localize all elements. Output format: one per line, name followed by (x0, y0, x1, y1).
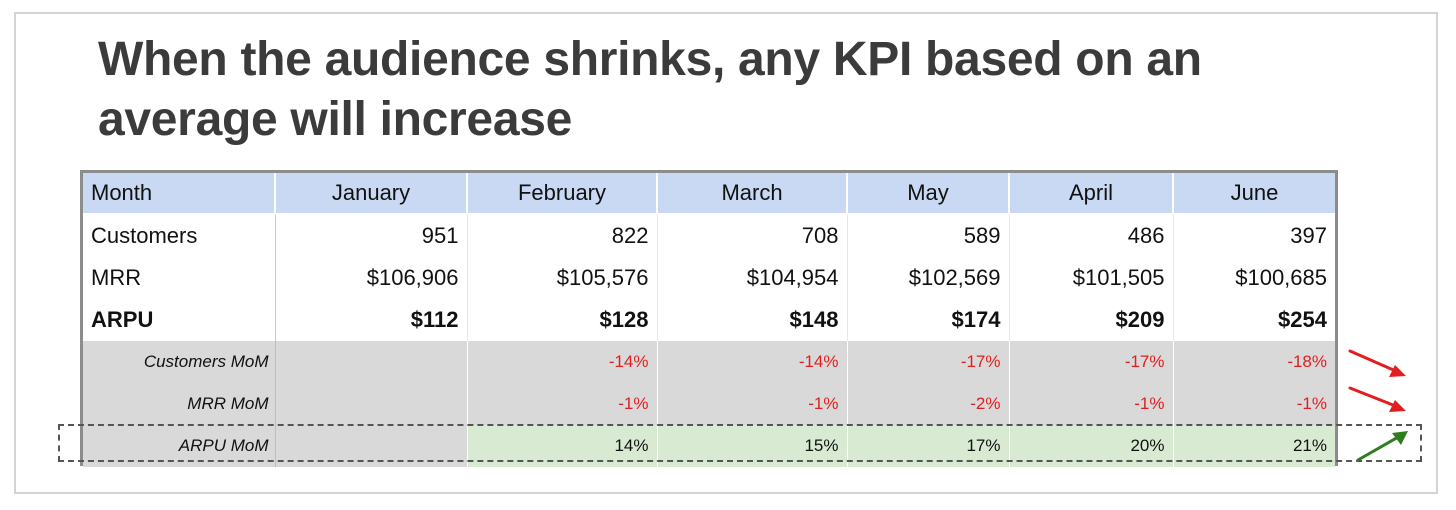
table-cell: $101,505 (1009, 257, 1174, 299)
kpi-table-container: Month January February March May April J… (80, 170, 1338, 467)
table-header-row: Month January February March May April J… (83, 173, 1335, 215)
table-cell: $102,569 (847, 257, 1010, 299)
column-header-april: April (1009, 173, 1174, 215)
green-up-arrow-icon (1356, 431, 1408, 462)
table-cell: 17% (847, 425, 1010, 467)
table-cell: -2% (847, 383, 1010, 425)
row-label: Customers MoM (83, 341, 276, 383)
table-cell: 589 (847, 214, 1010, 257)
table-cell: $104,954 (657, 257, 848, 299)
table-cell: 15% (657, 425, 848, 467)
row-label: Customers (83, 214, 276, 257)
column-header-june: June (1173, 173, 1335, 215)
table-cell: -17% (847, 341, 1010, 383)
table-cell: -1% (1009, 383, 1174, 425)
table-row-arpu-mom: ARPU MoM 14% 15% 17% 20% 21% (83, 425, 1335, 467)
table-cell: $209 (1009, 299, 1174, 341)
table-cell: $105,576 (467, 257, 658, 299)
column-header-march: March (657, 173, 848, 215)
table-cell: $106,906 (275, 257, 468, 299)
table-cell: -1% (1173, 383, 1335, 425)
table-cell: -14% (467, 341, 658, 383)
table-cell: $128 (467, 299, 658, 341)
table-cell (275, 425, 468, 467)
table-cell: -18% (1173, 341, 1335, 383)
table-cell (275, 383, 468, 425)
column-header-february: February (467, 173, 658, 215)
table-cell: 486 (1009, 214, 1174, 257)
table-cell: 20% (1009, 425, 1174, 467)
table-cell: $174 (847, 299, 1010, 341)
row-label: MRR (83, 257, 276, 299)
row-label: ARPU MoM (83, 425, 276, 467)
column-header-january: January (275, 173, 468, 215)
table-cell: 822 (467, 214, 658, 257)
table-cell: -1% (657, 383, 848, 425)
table-row-arpu: ARPU $112 $128 $148 $174 $209 $254 (83, 299, 1335, 341)
red-down-arrow-icon (1348, 349, 1406, 377)
table-cell: 708 (657, 214, 848, 257)
row-label: ARPU (83, 299, 276, 341)
table-cell: -14% (657, 341, 848, 383)
table-cell: $148 (657, 299, 848, 341)
table-cell: 951 (275, 214, 468, 257)
table-row-customers: Customers 951 822 708 589 486 397 (83, 214, 1335, 257)
column-header-month: Month (83, 173, 276, 215)
table-cell: $112 (275, 299, 468, 341)
kpi-table: Month January February March May April J… (83, 173, 1335, 467)
row-label: MRR MoM (83, 383, 276, 425)
table-cell: $254 (1278, 307, 1327, 332)
table-cell: -17% (1009, 341, 1174, 383)
table-row-mrr: MRR $106,906 $105,576 $104,954 $102,569 … (83, 257, 1335, 299)
slide-title: When the audience shrinks, any KPI based… (98, 33, 1202, 146)
table-cell: -1% (467, 383, 658, 425)
table-cell: 14% (467, 425, 658, 467)
table-cell (275, 341, 468, 383)
table-row-customers-mom: Customers MoM -14% -14% -17% -17% -18% (83, 341, 1335, 383)
table-cell: 21% (1173, 425, 1335, 467)
table-cell: 397 (1290, 223, 1327, 248)
column-header-may: May (847, 173, 1010, 215)
red-down-arrow-icon (1348, 386, 1406, 412)
table-row-mrr-mom: MRR MoM -1% -1% -2% -1% -1% (83, 383, 1335, 425)
table-cell: $100,685 (1235, 265, 1327, 290)
